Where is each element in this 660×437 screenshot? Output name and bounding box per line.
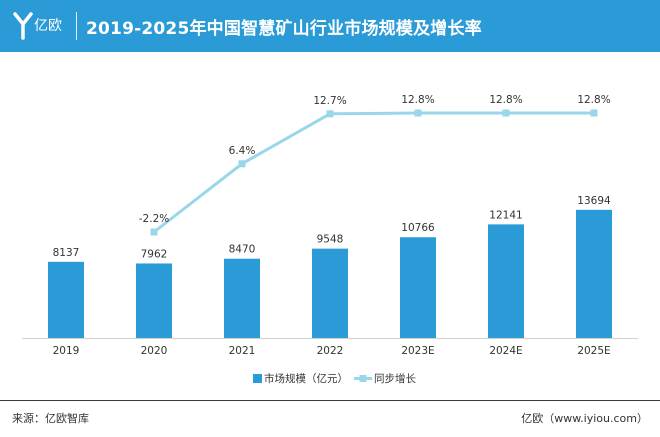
- bar-value-label-2023E: 10766: [401, 222, 435, 234]
- legend-bar-swatch: [253, 374, 262, 383]
- x-tick-label-2020: 2020: [141, 345, 168, 357]
- bar-2024E: [488, 224, 524, 338]
- growth-label-2020: -2.2%: [139, 213, 169, 225]
- bar-value-label-2019: 8137: [53, 247, 80, 259]
- brand-name: 亿欧: [34, 18, 62, 34]
- x-tick-label-2022: 2022: [317, 345, 344, 357]
- bar-2023E: [400, 237, 436, 338]
- bar-2020: [136, 263, 172, 338]
- bar-2025E: [576, 209, 612, 338]
- legend-line-marker: [359, 375, 367, 382]
- header-divider: [76, 12, 77, 40]
- chart-svg: 8137 2019 7962 2020 8470 2021 9548 2022 10766 202…: [22, 94, 638, 385]
- site-note: 亿欧（www.iyiou.com）: [521, 412, 648, 425]
- bar-2021: [224, 258, 260, 338]
- growth-label-2023E: 12.8%: [401, 94, 434, 106]
- chart-area: 8137 2019 7962 2020 8470 2021 9548 2022 10766 202…: [0, 52, 660, 412]
- x-tick-label-2025E: 2025E: [577, 345, 610, 357]
- growth-point-2022: [326, 110, 334, 118]
- source-note: 来源：亿欧智库: [12, 412, 89, 425]
- growth-point-2020: [150, 228, 158, 236]
- x-tick-label-2019: 2019: [53, 345, 80, 357]
- yiou-logo-icon: [13, 12, 33, 40]
- bar-2019: [48, 261, 84, 338]
- legend-bar-label: 市场规模（亿元）: [264, 372, 348, 385]
- growth-point-2023E: [414, 109, 422, 117]
- bar-value-label-2020: 7962: [141, 248, 168, 260]
- footer-divider: [0, 400, 660, 401]
- growth-label-2022: 12.7%: [313, 95, 346, 107]
- bar-value-label-2024E: 12141: [489, 209, 522, 221]
- bar-2022: [312, 248, 348, 338]
- x-tick-label-2021: 2021: [229, 345, 256, 357]
- bar-value-label-2021: 8470: [229, 244, 256, 256]
- x-tick-label-2023E: 2023E: [401, 345, 434, 357]
- header-bar: 亿欧 2019-2025年中国智慧矿山行业市场规模及增长率: [0, 0, 660, 52]
- bar-value-label-2022: 9548: [317, 234, 344, 246]
- growth-label-2021: 6.4%: [229, 145, 256, 157]
- growth-line: [153, 111, 594, 234]
- growth-label-2024E: 12.8%: [489, 94, 522, 106]
- x-tick-label-2024E: 2024E: [489, 345, 522, 357]
- growth-point-2021: [238, 160, 246, 168]
- legend-line-label: 同步增长: [374, 372, 416, 385]
- growth-label-2025E: 12.8%: [577, 94, 610, 106]
- growth-point-2024E: [502, 109, 510, 117]
- page-title: 2019-2025年中国智慧矿山行业市场规模及增长率: [86, 19, 482, 39]
- bar-value-label-2025E: 13694: [577, 195, 611, 207]
- growth-point-2025E: [590, 109, 598, 117]
